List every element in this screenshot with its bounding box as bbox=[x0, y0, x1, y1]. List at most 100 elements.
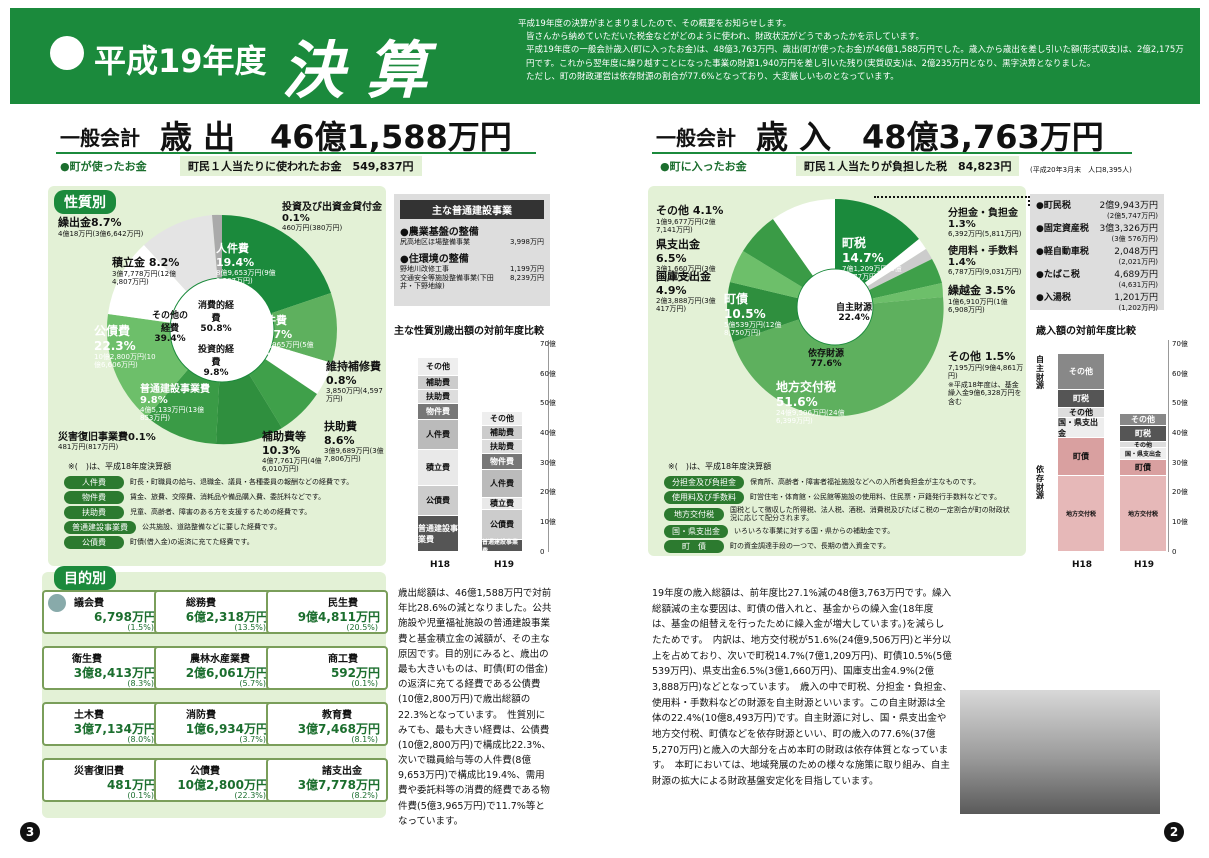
cell-pct: (3.7%) bbox=[239, 735, 266, 744]
ytick: 50億 bbox=[540, 399, 556, 408]
ytick: 50億 bbox=[1172, 399, 1188, 408]
cell-pct: (8.0%) bbox=[127, 735, 154, 744]
purpose-cell: 土木費 3億7,134万円 (8.0%) bbox=[42, 702, 164, 746]
label-sub: 7億1,209万円(6億4,177万円) bbox=[842, 265, 902, 282]
tax-amt: 2,048万円 bbox=[1114, 247, 1158, 257]
rev-compare-title: 歳入額の対前年度比較 bbox=[1036, 326, 1136, 337]
label-name: 人件費 19.4% bbox=[216, 242, 255, 269]
dep-pct: 77.6% bbox=[810, 359, 842, 369]
label-name: 維持補修費 0.8% bbox=[326, 360, 381, 387]
ytick: 10億 bbox=[1172, 517, 1188, 526]
rev-pie-chart bbox=[727, 198, 944, 417]
rev-population: (平成20年3月末 人口8,395人) bbox=[1030, 166, 1132, 174]
tax-prev: (2,021万円) bbox=[1118, 258, 1158, 266]
stack-seg: 国・県支出金 bbox=[1058, 418, 1104, 438]
legend-text: 町長・町職員の給与、退職金、議員・各種委員の報酬などの経費です。 bbox=[130, 478, 354, 487]
label-futsuu: 普通建設事業費 9.8% 4億5,133万円(13億853万円) bbox=[140, 380, 210, 423]
legend-tag: 人件費 bbox=[64, 476, 124, 489]
label-name: 災害復旧事業費0.1% bbox=[58, 432, 156, 443]
inner-consume-pct: 50.8% bbox=[200, 324, 232, 334]
label-name: その他 1.5% bbox=[948, 350, 1016, 363]
tax-amt: 1,201万円 bbox=[1114, 293, 1158, 303]
pie-center-name: その他の経費 bbox=[151, 311, 188, 334]
stack-seg: 人件費 bbox=[418, 420, 458, 450]
legend-tag: 分担金及び負担金 bbox=[664, 476, 744, 489]
purpose-title: 目的別 bbox=[54, 566, 116, 590]
label-fujo: 扶助費 8.6% 3億9,689万円(3億7,806万円) bbox=[324, 418, 386, 464]
rev-heading-main: 歳 入 bbox=[756, 118, 832, 156]
legend-tag: 扶助費 bbox=[64, 506, 124, 519]
label-name: 扶助費 8.6% bbox=[324, 420, 357, 447]
purpose-body: 歳出総額は、46億1,588万円で対前年比28.6%の減となりました。公共施設や… bbox=[398, 588, 552, 827]
dep-name: 依存財源 bbox=[808, 349, 845, 359]
cell-pct: (8.2%) bbox=[351, 791, 378, 800]
cell-name: 公債費 bbox=[190, 762, 220, 777]
cell-amount: 3億7,134万円 bbox=[73, 722, 156, 736]
exp-per-capita: 町民１人当たりに使われたお金 549,837円 bbox=[180, 156, 422, 176]
intro-p3: 平成19年度の一般会計歳入(町に入ったお金)は、48億3,763万円、歳出(町が… bbox=[526, 45, 1184, 69]
tax-prev: (4,631万円) bbox=[1118, 281, 1158, 289]
label-kousai: 公債費 22.3% 10億2,800万円(10億6,606万円) bbox=[94, 322, 158, 370]
label-name: 分担金・負担金 1.3% bbox=[948, 208, 1018, 230]
legend-tag: 普通建設事業費 bbox=[64, 521, 136, 534]
intro-text: 平成19年度の決算がまとまりましたので、その概要をお知らせします。 皆さんから納… bbox=[518, 18, 1190, 84]
intro-p1: 平成19年度の決算がまとまりましたので、その概要をお知らせします。 bbox=[518, 19, 791, 29]
purpose-cell: 農林水産業費 2億6,061万円 (5.7%) bbox=[154, 646, 276, 690]
cell-amount: 3億7,778万円 bbox=[297, 778, 380, 792]
cell-pct: (1.5%) bbox=[127, 623, 154, 632]
label-name: 使用料・手数料 1.4% bbox=[948, 246, 1018, 268]
intro-p2: 皆さんから納めていただいた税金などがどのように使われ、財政状況がどうであったかを… bbox=[526, 32, 924, 43]
leaf-logo-icon bbox=[50, 36, 84, 70]
cell-pct: (20.5%) bbox=[346, 623, 378, 632]
stack-seg: 国・県支出金 bbox=[1120, 448, 1166, 460]
label-sub: 1億6,910万円(1億6,908万円) bbox=[948, 298, 1008, 315]
exp-stack-h19: 普通建設事業費 公債費 積立費 人件費 物件費 扶助費 補助費 その他 bbox=[482, 412, 522, 555]
intro-p4: ただし、町の財政運営は依存財源の割合が77.6%となっており、大変厳しいものとな… bbox=[526, 71, 899, 82]
project-row: 野地川改修工事 1,199万円 bbox=[400, 265, 544, 273]
cell-pct: (5.7%) bbox=[239, 679, 266, 688]
exp-total: 46億1,588万円 bbox=[270, 118, 512, 156]
tax-prev: (2億5,747万円) bbox=[1107, 212, 1158, 220]
rev-label-other: その他 4.1% 1億9,677万円(2億7,141万円) bbox=[656, 202, 732, 235]
legend-tag: 物件費 bbox=[64, 491, 124, 504]
stack-seg: 普通建設事業費 bbox=[482, 539, 522, 555]
label-name: 町税 14.7% bbox=[842, 236, 884, 265]
legend-text: 町営住宅・体育館・公民館等施設の使用料、住民票・戸籍発行手数料などです。 bbox=[750, 493, 1002, 502]
stack-seg: 町税 bbox=[1058, 390, 1104, 408]
cell-amount: 3億8,413万円 bbox=[73, 666, 156, 680]
cell-pct: (13.5%) bbox=[234, 623, 266, 632]
label-sub: 2億3,888万円(3億417万円) bbox=[656, 297, 716, 314]
rev-compare-axis bbox=[1168, 340, 1169, 552]
tax-row: ●固定資産税 3億3,326万円 (3億 576万円) bbox=[1036, 221, 1158, 244]
label-sub: 6,392万円(5,811万円) bbox=[948, 230, 1022, 238]
self-name: 自主財源 bbox=[836, 303, 873, 313]
stack-seg: その他 bbox=[1120, 442, 1166, 449]
cell-name: 衛生費 bbox=[72, 650, 102, 665]
rev-stack-h19: 地方交付税 町債 国・県支出金 その他 町税 その他 bbox=[1120, 414, 1166, 552]
tax-row: ●たばこ税 4,689万円 (4,631万円) bbox=[1036, 267, 1158, 290]
stack-seg: 町税 bbox=[1120, 426, 1166, 442]
tax-amt: 2億9,943万円 bbox=[1099, 201, 1159, 211]
ytick: 60億 bbox=[1172, 369, 1188, 378]
stack-seg: 扶助費 bbox=[482, 440, 522, 454]
label-sub: 4億5,133万円(13億853万円) bbox=[140, 406, 205, 423]
rev-underline bbox=[652, 152, 1132, 154]
ytick: 30億 bbox=[540, 458, 556, 467]
exp-compare-axis bbox=[548, 340, 549, 552]
projects-box: 主な普通建設事業 ●農業基盤の整備 尻高地区ほ場整備事業 3,998万円 ●住環境… bbox=[394, 194, 550, 306]
dotted-connector bbox=[874, 196, 1030, 206]
pie-center-label: その他の経費 39.4% bbox=[148, 308, 192, 344]
stack-seg: 物件費 bbox=[482, 454, 522, 470]
rev-sub-label: ●町に入ったお金 bbox=[660, 160, 747, 173]
cell-amount: 481万円 bbox=[106, 778, 156, 792]
rev-per-capita: 町民１人当たりが負担した税 84,823円 bbox=[796, 156, 1020, 176]
tax-name: ●固定資産税 bbox=[1036, 224, 1089, 234]
rev-x-h19: H19 bbox=[1134, 560, 1155, 570]
label-name: 投資及び出資金貸付金0.1% bbox=[282, 202, 382, 224]
exp-underline bbox=[56, 152, 536, 154]
ytick: 0 bbox=[1172, 547, 1177, 556]
project-name: 野地川改修工事 bbox=[400, 265, 449, 274]
label-toushi: 投資及び出資金貸付金0.1% 460万円(380万円) bbox=[282, 198, 388, 232]
tax-prev: (1,202万円) bbox=[1118, 304, 1158, 312]
ytick: 20億 bbox=[540, 488, 556, 497]
